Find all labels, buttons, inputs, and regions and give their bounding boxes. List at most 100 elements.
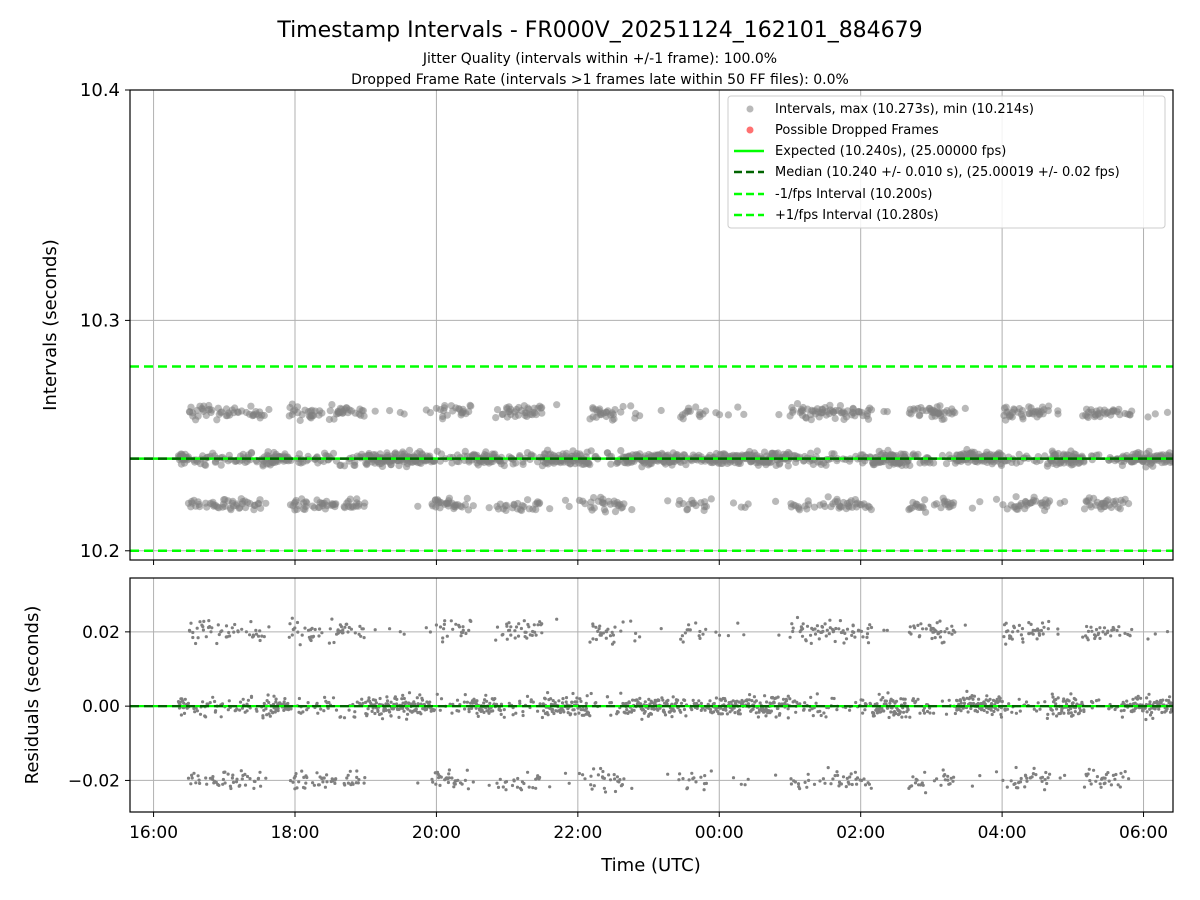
residual-point — [843, 631, 847, 636]
residual-point — [223, 770, 227, 774]
residual-point — [438, 708, 442, 712]
residual-point — [359, 634, 363, 638]
residual-point — [619, 629, 623, 633]
residual-point — [201, 628, 205, 632]
residual-point — [367, 696, 371, 700]
residual-point — [267, 700, 271, 705]
residual-point — [519, 626, 524, 631]
residual-point — [1085, 624, 1089, 629]
residual-point — [659, 627, 663, 631]
interval-point — [467, 402, 475, 410]
residual-point — [894, 711, 898, 716]
residual-point — [1159, 700, 1163, 705]
residual-point — [405, 717, 409, 721]
residual-point — [818, 709, 822, 713]
residual-point — [704, 627, 708, 632]
residual-point — [370, 709, 374, 714]
residual-point — [311, 634, 316, 639]
residual-point — [723, 699, 728, 703]
residual-point — [349, 627, 353, 631]
residual-point — [196, 636, 200, 640]
residual-point — [567, 781, 571, 785]
residual-point — [470, 706, 474, 711]
interval-point — [657, 406, 665, 415]
residual-point — [516, 776, 520, 781]
residual-point — [1002, 635, 1006, 639]
residual-point — [373, 711, 377, 716]
residual-point — [665, 702, 669, 706]
residual-point — [834, 626, 838, 631]
residual-point — [1050, 692, 1054, 696]
residual-point — [1027, 621, 1031, 625]
residual-point — [385, 699, 390, 703]
residual-point — [531, 786, 535, 790]
residual-point — [943, 773, 947, 777]
residual-point — [221, 777, 225, 782]
interval-point — [512, 459, 520, 467]
residual-point — [446, 780, 450, 785]
residual-point — [495, 781, 499, 785]
residual-point — [456, 778, 460, 782]
residual-point — [683, 631, 688, 635]
residual-point — [1019, 776, 1023, 781]
residual-point — [1098, 626, 1102, 630]
residual-point — [814, 701, 818, 705]
residual-point — [424, 626, 428, 630]
residual-point — [534, 786, 538, 790]
residual-point — [339, 715, 343, 719]
residual-point — [1153, 707, 1157, 711]
residual-point — [463, 693, 467, 697]
residuals-x-tick-label: 02:00 — [836, 823, 885, 843]
residual-point — [416, 781, 420, 785]
residual-point — [499, 712, 503, 717]
residual-point — [355, 769, 359, 773]
residual-point — [1128, 634, 1132, 638]
residual-point — [930, 636, 934, 641]
residuals-x-tick-label: 06:00 — [1119, 823, 1168, 843]
interval-point — [318, 409, 326, 417]
residual-point — [670, 702, 674, 706]
residual-point — [872, 714, 876, 718]
residual-point — [791, 626, 795, 630]
interval-point — [940, 415, 948, 423]
residual-point — [683, 698, 687, 703]
residual-point — [1095, 775, 1099, 779]
residual-point — [524, 630, 528, 634]
residual-point — [294, 772, 298, 776]
residual-point — [805, 624, 810, 628]
residual-point — [215, 641, 219, 646]
residual-point — [401, 693, 405, 698]
residual-point — [258, 638, 262, 643]
residual-point — [1131, 697, 1135, 701]
residual-point — [187, 628, 192, 633]
interval-point — [463, 494, 471, 502]
residual-point — [1032, 766, 1036, 771]
residual-point — [517, 622, 521, 626]
residual-point — [320, 631, 324, 635]
residual-point — [1014, 711, 1019, 715]
residual-point — [802, 707, 806, 711]
residual-point — [548, 785, 552, 789]
residual-point — [996, 708, 1000, 712]
legend-label-intervals: Intervals, max (10.273s), min (10.214s) — [775, 102, 1034, 117]
residual-point — [302, 775, 306, 780]
residual-point — [467, 710, 471, 714]
residual-point — [1089, 782, 1093, 786]
residual-point — [809, 633, 813, 637]
residual-point — [602, 776, 607, 781]
residual-point — [236, 630, 240, 634]
residual-point — [540, 622, 544, 626]
residual-point — [588, 714, 592, 718]
residual-point — [674, 701, 679, 705]
residual-point — [784, 699, 789, 703]
residual-point — [875, 707, 879, 711]
residual-point — [868, 623, 872, 627]
residual-point — [991, 698, 996, 703]
residual-point — [191, 630, 195, 635]
residual-point — [756, 715, 761, 719]
residual-point — [202, 619, 206, 624]
residual-point — [807, 778, 811, 783]
residual-point — [1025, 776, 1029, 780]
residual-point — [518, 701, 522, 706]
residual-point — [243, 783, 248, 787]
